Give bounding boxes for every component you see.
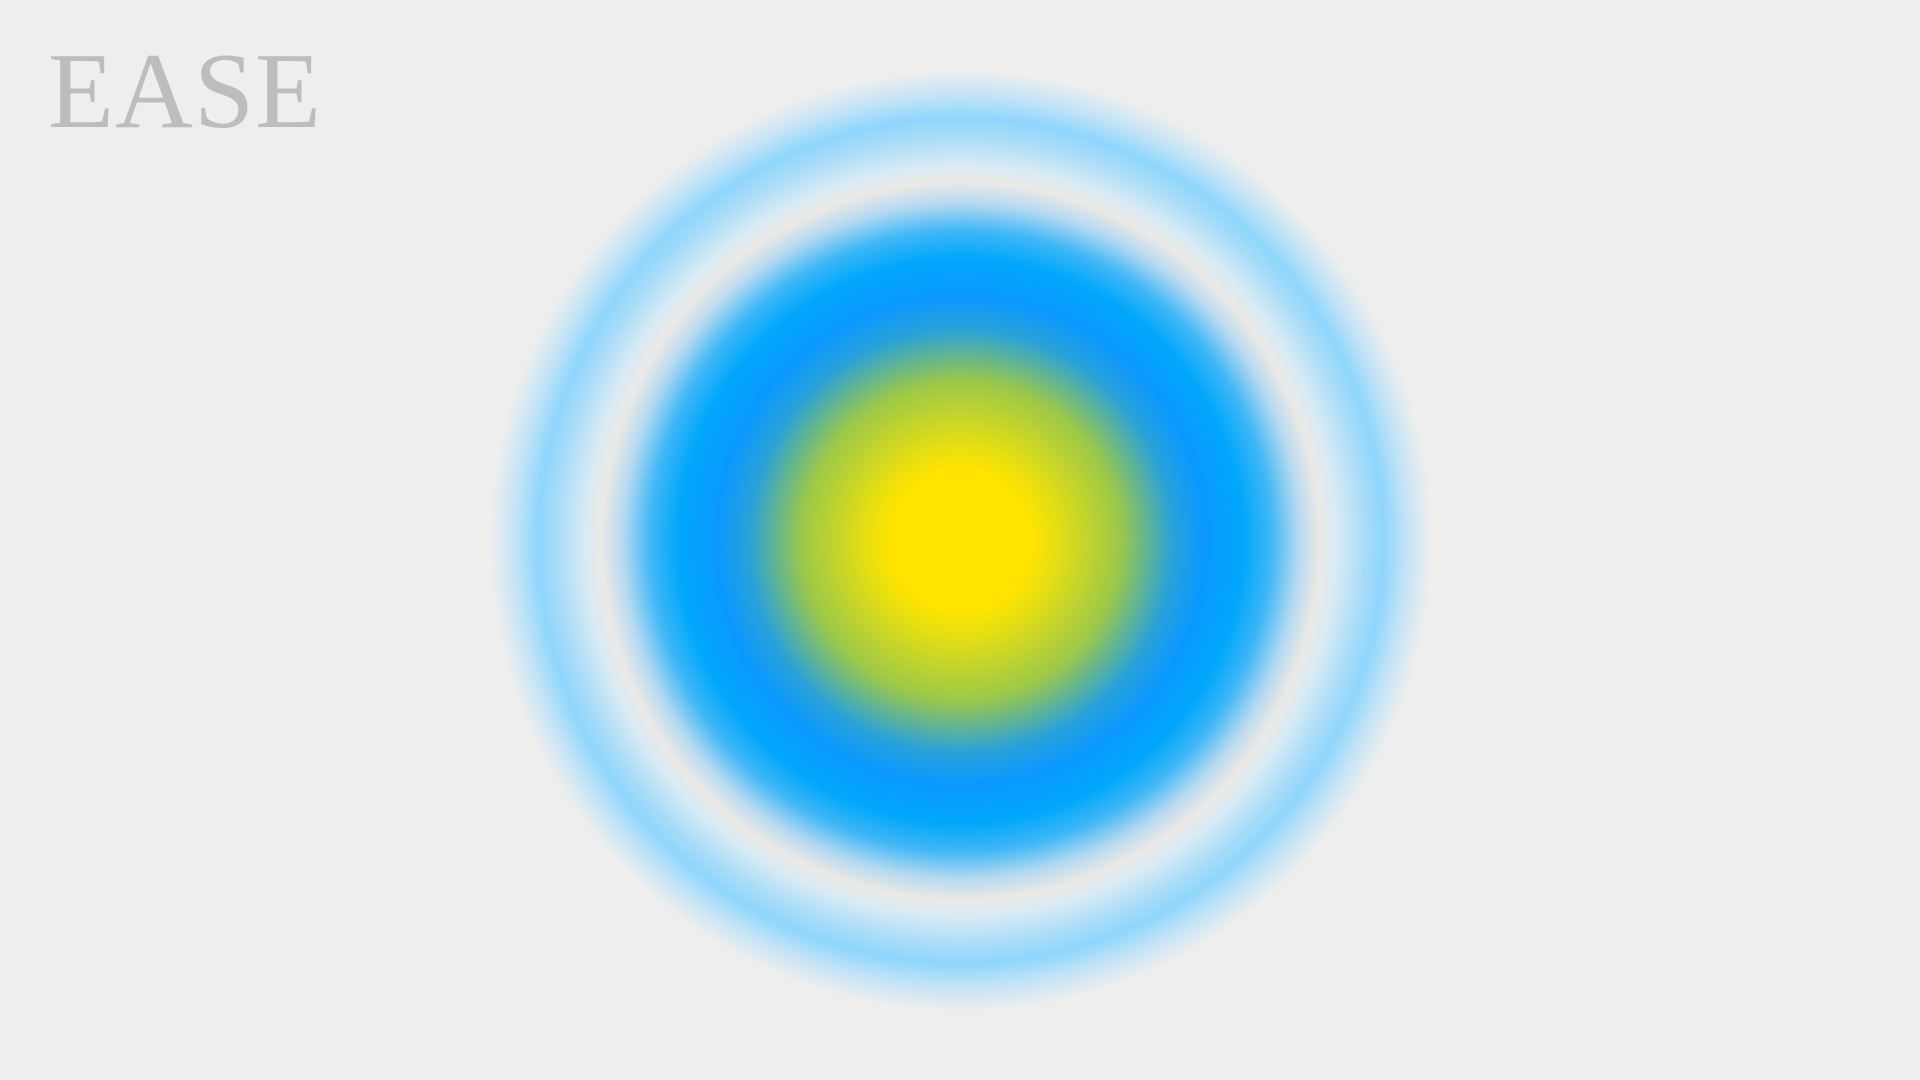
brand-title: EASE (48, 32, 322, 151)
breathing-orb[interactable] (491, 71, 1431, 1011)
